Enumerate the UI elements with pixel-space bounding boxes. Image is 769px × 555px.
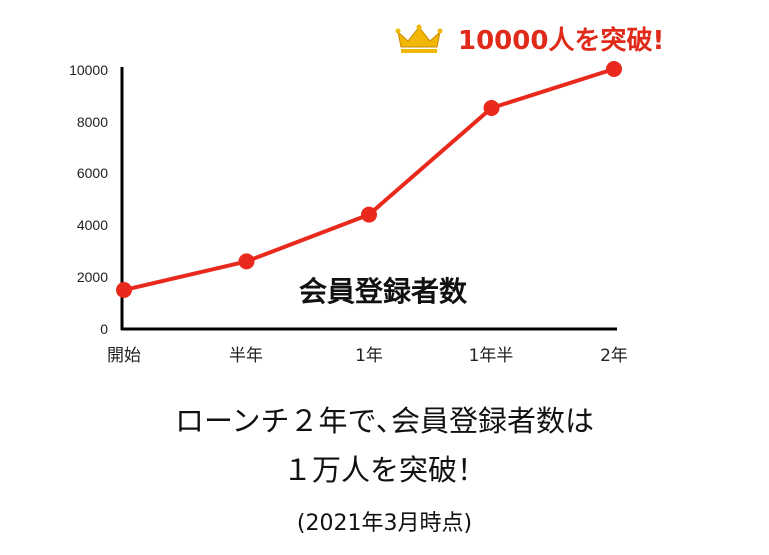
y-tick-label: 6000 [77, 165, 108, 181]
x-tick-label: 2年 [600, 346, 628, 366]
y-tick-labels: 10000 8000 6000 4000 2000 0 [69, 62, 108, 337]
y-tick-label: 8000 [77, 114, 108, 130]
data-point [238, 253, 255, 270]
x-tick-label: 1年 [355, 346, 383, 366]
chart-title: 会員登録者数 [299, 275, 468, 308]
data-point [606, 61, 622, 77]
data-point [116, 282, 132, 298]
x-tick-label: 半年 [229, 346, 263, 366]
milestone-label: 10000人を突破! [458, 25, 664, 56]
caption-note: (2021年3月時点) [296, 511, 473, 536]
data-point [483, 100, 500, 116]
data-points [116, 61, 622, 298]
y-tick-label: 4000 [77, 217, 108, 233]
caption-line-1: ローンチ２年で､会員登録者数は [174, 404, 595, 438]
caption-line-2: １万人を突破！ [282, 453, 486, 487]
y-tick-label: 10000 [69, 62, 108, 78]
x-tick-label: 開始 [107, 346, 141, 366]
crown-icon [395, 24, 443, 53]
series-line [123, 67, 615, 292]
x-tick-labels: 開始 半年 1年 1年半 2年 [107, 346, 628, 366]
data-point [361, 206, 377, 223]
y-tick-label: 2000 [77, 269, 108, 285]
x-tick-label: 1年半 [469, 346, 514, 366]
y-tick-label: 0 [100, 321, 108, 337]
